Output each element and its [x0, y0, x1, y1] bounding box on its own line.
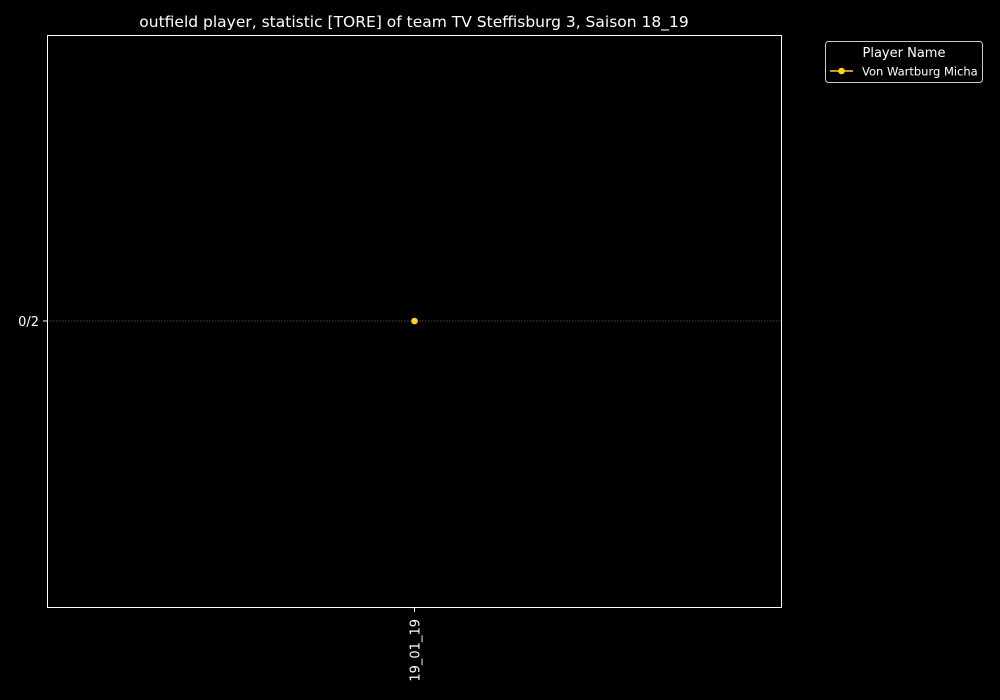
legend-entry-label: Von Wartburg Micha — [862, 65, 978, 79]
y-axis: 0/2 — [18, 315, 47, 330]
y-tick-label: 0/2 — [18, 315, 39, 330]
plot-area — [47, 35, 782, 608]
x-axis: 19_01_19 — [409, 607, 424, 682]
series-layer — [411, 317, 418, 325]
legend-swatch-marker — [838, 67, 845, 75]
legend-box — [825, 41, 983, 83]
data-point — [411, 317, 418, 325]
x-tick-label: 19_01_19 — [409, 619, 424, 682]
legend-title: Player Name — [863, 46, 946, 61]
legend-entries: Von Wartburg Micha — [830, 65, 978, 79]
chart-title: outfield player, statistic [TORE] of tea… — [139, 13, 688, 32]
legend: Player Name Von Wartburg Micha — [825, 41, 983, 83]
